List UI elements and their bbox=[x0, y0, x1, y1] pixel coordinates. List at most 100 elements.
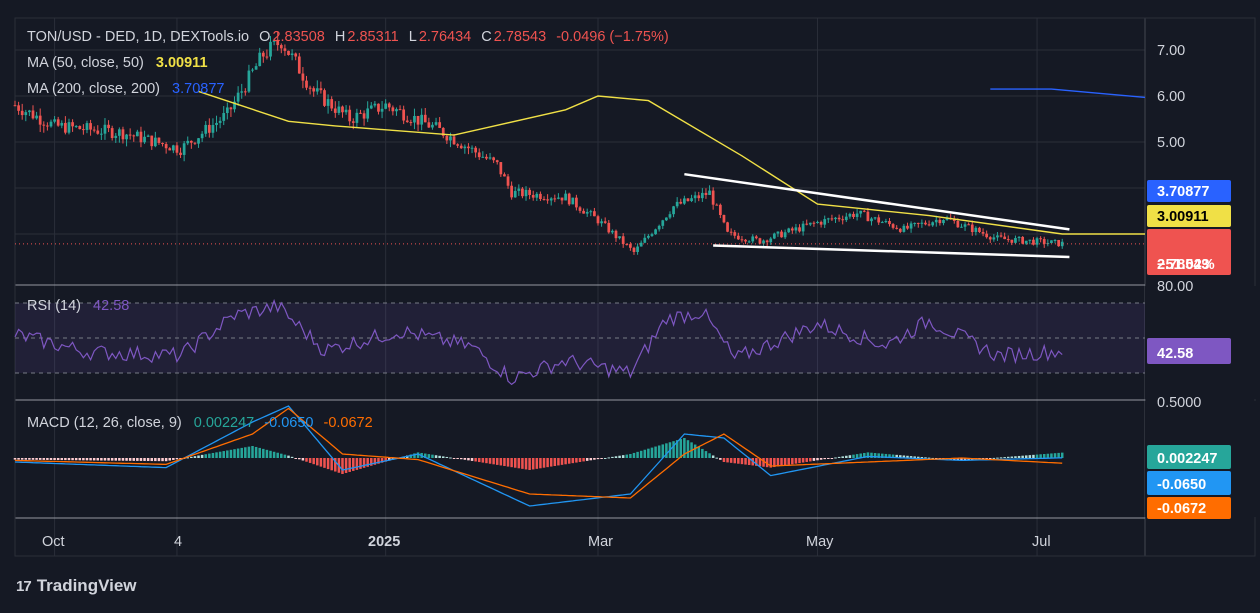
candle-body bbox=[377, 103, 380, 112]
macd-hist-bar bbox=[125, 458, 128, 461]
macd-hist-bar bbox=[330, 458, 333, 471]
macd-hist-bar bbox=[168, 458, 172, 461]
candle-body bbox=[330, 99, 334, 109]
candle-body bbox=[808, 222, 812, 225]
brand-name: TradingView bbox=[36, 576, 137, 595]
macd-hist-bar bbox=[380, 458, 384, 463]
macd-tick-label: 0.5000 bbox=[1157, 395, 1201, 411]
rsi-tick-label: 80.00 bbox=[1157, 279, 1193, 295]
macd-hist-bar bbox=[384, 458, 387, 462]
candle-body bbox=[485, 156, 488, 159]
macd-hist-bar bbox=[370, 458, 373, 466]
candle-body bbox=[431, 124, 434, 128]
macd-line bbox=[14, 405, 1063, 507]
macd-hist-bar bbox=[639, 450, 643, 458]
candle-body bbox=[776, 231, 780, 234]
candle-body bbox=[135, 131, 139, 137]
macd-hist-bar bbox=[301, 458, 305, 461]
macd-hist-bar bbox=[226, 450, 229, 458]
candle-body bbox=[888, 221, 891, 225]
macd-hist-bar bbox=[787, 458, 790, 465]
rsi-badge: 42.58 bbox=[1157, 346, 1193, 362]
high-value: 2.85311 bbox=[347, 29, 399, 45]
macd-hist-bar bbox=[233, 449, 236, 458]
macd-hist-bar bbox=[744, 458, 747, 465]
candle-body bbox=[960, 226, 963, 228]
macd-hist-bar bbox=[560, 458, 564, 465]
macd-hist-bar bbox=[423, 453, 427, 458]
macd-hist-bar bbox=[719, 458, 722, 460]
macd-hist-bar bbox=[143, 458, 146, 461]
candle-body bbox=[747, 241, 751, 243]
macd-hist-bar bbox=[996, 457, 999, 459]
time-tick-label: 4 bbox=[174, 534, 182, 550]
candle-body bbox=[157, 137, 161, 143]
time-tick-label: 2025 bbox=[368, 534, 400, 550]
macd-hist-bar bbox=[222, 451, 225, 458]
candle-body bbox=[607, 222, 611, 233]
candle-body bbox=[200, 133, 204, 139]
candle-body bbox=[1035, 238, 1039, 245]
candle-body bbox=[269, 41, 272, 57]
macd-hist-bar bbox=[517, 458, 521, 469]
macd-hist-bar bbox=[650, 447, 654, 458]
macd-hist-bar bbox=[647, 448, 650, 458]
macd-hist-bar bbox=[794, 458, 798, 464]
macd-hist-bar bbox=[485, 458, 488, 464]
macd-hist-bar bbox=[600, 458, 603, 459]
candle-body bbox=[467, 146, 470, 149]
candle-body bbox=[164, 144, 168, 149]
candle-body bbox=[420, 114, 424, 125]
signal-badge-bg bbox=[1147, 471, 1231, 495]
candle-body bbox=[409, 122, 413, 124]
macd-hist-bar bbox=[567, 458, 571, 464]
macd-hist-bar bbox=[254, 446, 258, 458]
macd-hist-bar bbox=[708, 453, 711, 458]
candle-body bbox=[492, 157, 495, 161]
macd-hist-bar bbox=[344, 458, 348, 473]
macd-hist-bar bbox=[920, 457, 924, 459]
macd-hist-bar bbox=[701, 448, 704, 458]
macd-hist-bar bbox=[452, 458, 456, 459]
candle-body bbox=[528, 189, 531, 195]
candle-body bbox=[924, 222, 927, 225]
candle-body bbox=[60, 122, 64, 126]
macd-hist-bar bbox=[35, 458, 38, 460]
candle-body bbox=[578, 207, 582, 211]
candle-body bbox=[272, 40, 276, 42]
macd-hist-bar bbox=[470, 458, 474, 461]
ma50-legend: MA (50, close, 50) 3.00911 bbox=[27, 55, 210, 71]
macd-hist-bar bbox=[531, 458, 535, 470]
macd-hist-bar bbox=[675, 440, 679, 458]
macd-hist-bar bbox=[711, 455, 715, 458]
macd-hist-bar bbox=[215, 452, 218, 458]
macd-hist-bar bbox=[89, 458, 92, 461]
candle-body bbox=[402, 109, 406, 121]
macd-hist-bar bbox=[809, 458, 812, 462]
macd-hist-bar bbox=[377, 458, 380, 464]
candle-body bbox=[1024, 240, 1028, 244]
macd-hist-bar bbox=[542, 458, 546, 468]
candle-body bbox=[1003, 236, 1007, 240]
candle-body bbox=[488, 157, 492, 159]
candle-body bbox=[28, 110, 31, 113]
candle-body bbox=[449, 136, 452, 141]
candle-body bbox=[279, 45, 283, 49]
candle-body bbox=[603, 221, 607, 223]
candle-body bbox=[535, 193, 539, 198]
macd-hist-bar bbox=[535, 458, 539, 469]
macd-hist-bar bbox=[136, 458, 139, 461]
candle-body bbox=[783, 232, 787, 238]
candle-body bbox=[826, 218, 830, 220]
candle-body bbox=[790, 228, 794, 231]
candle-body bbox=[690, 198, 693, 202]
tradingview-brand[interactable]: 17 TradingView bbox=[16, 576, 137, 596]
macd-hist-bar bbox=[179, 458, 182, 459]
macd-hist-bar bbox=[510, 458, 513, 468]
candle-body bbox=[927, 224, 931, 226]
macd-hist-bar bbox=[157, 458, 161, 462]
macd-hist-bar bbox=[546, 458, 549, 468]
macd-hist-bar bbox=[499, 458, 503, 466]
macd-hist-bar bbox=[855, 454, 859, 458]
